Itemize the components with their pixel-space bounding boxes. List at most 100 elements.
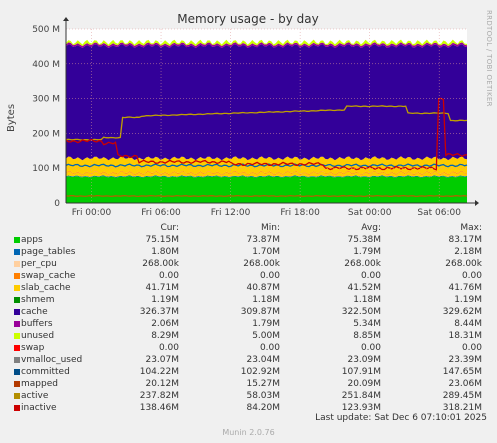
legend-max: 18.31M <box>448 331 482 341</box>
legend-avg: 251.84M <box>341 391 381 401</box>
legend-label: buffers <box>21 319 53 329</box>
y-tick-label: 0 <box>54 199 60 209</box>
legend-min: 0.00 <box>259 343 280 353</box>
stack-area-0 <box>66 175 467 203</box>
legend-avg: 268.00k <box>344 259 381 269</box>
legend-avg: 0.00 <box>360 271 381 281</box>
legend-header-avg: Avg: <box>361 223 381 233</box>
legend-swatch <box>14 393 20 399</box>
legend-row-vmalloc_used: vmalloc_used 23.07M 23.04M 23.09M 23.39M <box>0 354 497 366</box>
legend-max: 289.45M <box>442 391 482 401</box>
legend-max: 0.00 <box>461 343 482 353</box>
y-tick-label: 500 M <box>32 25 60 35</box>
legend-row-swap: swap 0.00 0.00 0.00 0.00 <box>0 342 497 354</box>
legend-row-mapped: mapped 20.12M 15.27M 20.09M 23.06M <box>0 378 497 390</box>
legend-max: 23.39M <box>448 355 482 365</box>
legend-max: 1.19M <box>454 295 482 305</box>
legend-row-cache: cache 326.37M 309.87M 322.50M 329.62M <box>0 306 497 318</box>
legend-header: Cur: Min: Avg: Max: <box>0 222 497 234</box>
legend-cur: 20.12M <box>145 379 179 389</box>
plot-layers <box>65 39 468 203</box>
stack-area-2 <box>66 171 467 177</box>
line-active <box>65 105 468 141</box>
legend-min: 23.04M <box>246 355 280 365</box>
legend-label: swap_cache <box>21 271 76 281</box>
legend-cur: 75.15M <box>145 235 179 245</box>
legend-cur: 0.00 <box>158 343 179 353</box>
legend-avg: 123.93M <box>341 403 381 413</box>
legend-header-cur: Cur: <box>160 223 179 233</box>
legend-min: 1.18M <box>252 295 280 305</box>
legend-swatch <box>14 333 20 339</box>
legend-min: 1.79M <box>252 319 280 329</box>
legend-swatch <box>14 237 20 243</box>
legend-max: 8.44M <box>454 319 482 329</box>
legend-cur: 41.71M <box>145 283 179 293</box>
legend-row-committed: committed 104.22M 102.92M 107.91M 147.65M <box>0 366 497 378</box>
legend-min: 40.87M <box>246 283 280 293</box>
stack-area-6 <box>66 42 467 48</box>
legend-row-buffers: buffers 2.06M 1.79M 5.34M 8.44M <box>0 318 497 330</box>
legend-swatch <box>14 309 20 315</box>
legend-row-inactive: inactive 138.46M 84.20M 123.93M 318.21M <box>0 402 497 414</box>
legend-swatch <box>14 249 20 255</box>
legend-swatch <box>14 261 20 267</box>
legend-swatch <box>14 381 20 387</box>
legend: Cur: Min: Avg: Max: apps 75.15M 73.87M 75.3… <box>0 222 497 414</box>
legend-cur: 138.46M <box>139 403 179 413</box>
legend-max: 83.17M <box>448 235 482 245</box>
y-tick-label: 300 M <box>32 95 60 105</box>
legend-label: committed <box>21 367 70 377</box>
munin-version: Munin 2.0.76 <box>222 428 275 437</box>
y-tick-label: 400 M <box>32 60 60 70</box>
legend-swatch <box>14 297 20 303</box>
legend-label: swap <box>21 343 45 353</box>
legend-avg: 23.09M <box>347 355 381 365</box>
legend-min: 0.00 <box>259 271 280 281</box>
legend-avg: 75.38M <box>347 235 381 245</box>
legend-min: 5.00M <box>252 331 280 341</box>
legend-label: cache <box>21 307 48 317</box>
legend-avg: 20.09M <box>347 379 381 389</box>
legend-min: 268.00k <box>243 259 280 269</box>
legend-header-max: Max: <box>460 223 482 233</box>
legend-header-min: Min: <box>260 223 280 233</box>
legend-swatch <box>14 345 20 351</box>
legend-swatch <box>14 285 20 291</box>
legend-max: 23.06M <box>448 379 482 389</box>
legend-label: inactive <box>21 403 57 413</box>
legend-label: apps <box>21 235 43 245</box>
line-committed <box>65 163 468 168</box>
stack-area-1 <box>66 175 467 178</box>
legend-cur: 1.80M <box>151 247 179 257</box>
legend-swatch <box>14 369 20 375</box>
y-tick-label: 100 M <box>32 164 60 174</box>
legend-max: 329.62M <box>442 307 482 317</box>
y-axis-arrow <box>63 17 69 21</box>
legend-row-apps: apps 75.15M 73.87M 75.38M 83.17M <box>0 234 497 246</box>
legend-min: 58.03M <box>246 391 280 401</box>
legend-row-page_tables: page_tables 1.80M 1.70M 1.79M 2.18M <box>0 246 497 258</box>
legend-label: active <box>21 391 49 401</box>
legend-min: 1.70M <box>252 247 280 257</box>
legend-min: 309.87M <box>240 307 280 317</box>
legend-min: 102.92M <box>240 367 280 377</box>
legend-row-unused: unused 8.29M 5.00M 8.85M 18.31M <box>0 330 497 342</box>
legend-label: mapped <box>21 379 58 389</box>
x-tick-label: Sat 00:00 <box>348 208 392 218</box>
y-tick-label: 200 M <box>32 129 60 139</box>
legend-row-active: active 237.82M 58.03M 251.84M 289.45M <box>0 390 497 402</box>
legend-rows: apps 75.15M 73.87M 75.38M 83.17M page_tables 1… <box>0 234 497 414</box>
rrdtool-side-label: RRDTOOL / TOBI OETIKER <box>485 10 493 107</box>
line-inactive <box>65 97 468 171</box>
line-mapped <box>65 194 468 198</box>
chart-title: Memory usage - by day <box>177 12 318 26</box>
legend-cur: 23.07M <box>145 355 179 365</box>
legend-max: 2.18M <box>454 247 482 257</box>
legend-row-shmem: shmem 1.19M 1.18M 1.18M 1.19M <box>0 294 497 306</box>
y-axis: 0 100 M 200 M 300 M 400 M 500 M <box>32 17 467 209</box>
legend-max: 0.00 <box>461 271 482 281</box>
legend-avg: 107.91M <box>341 367 381 377</box>
legend-avg: 41.52M <box>347 283 381 293</box>
legend-min: 73.87M <box>246 235 280 245</box>
